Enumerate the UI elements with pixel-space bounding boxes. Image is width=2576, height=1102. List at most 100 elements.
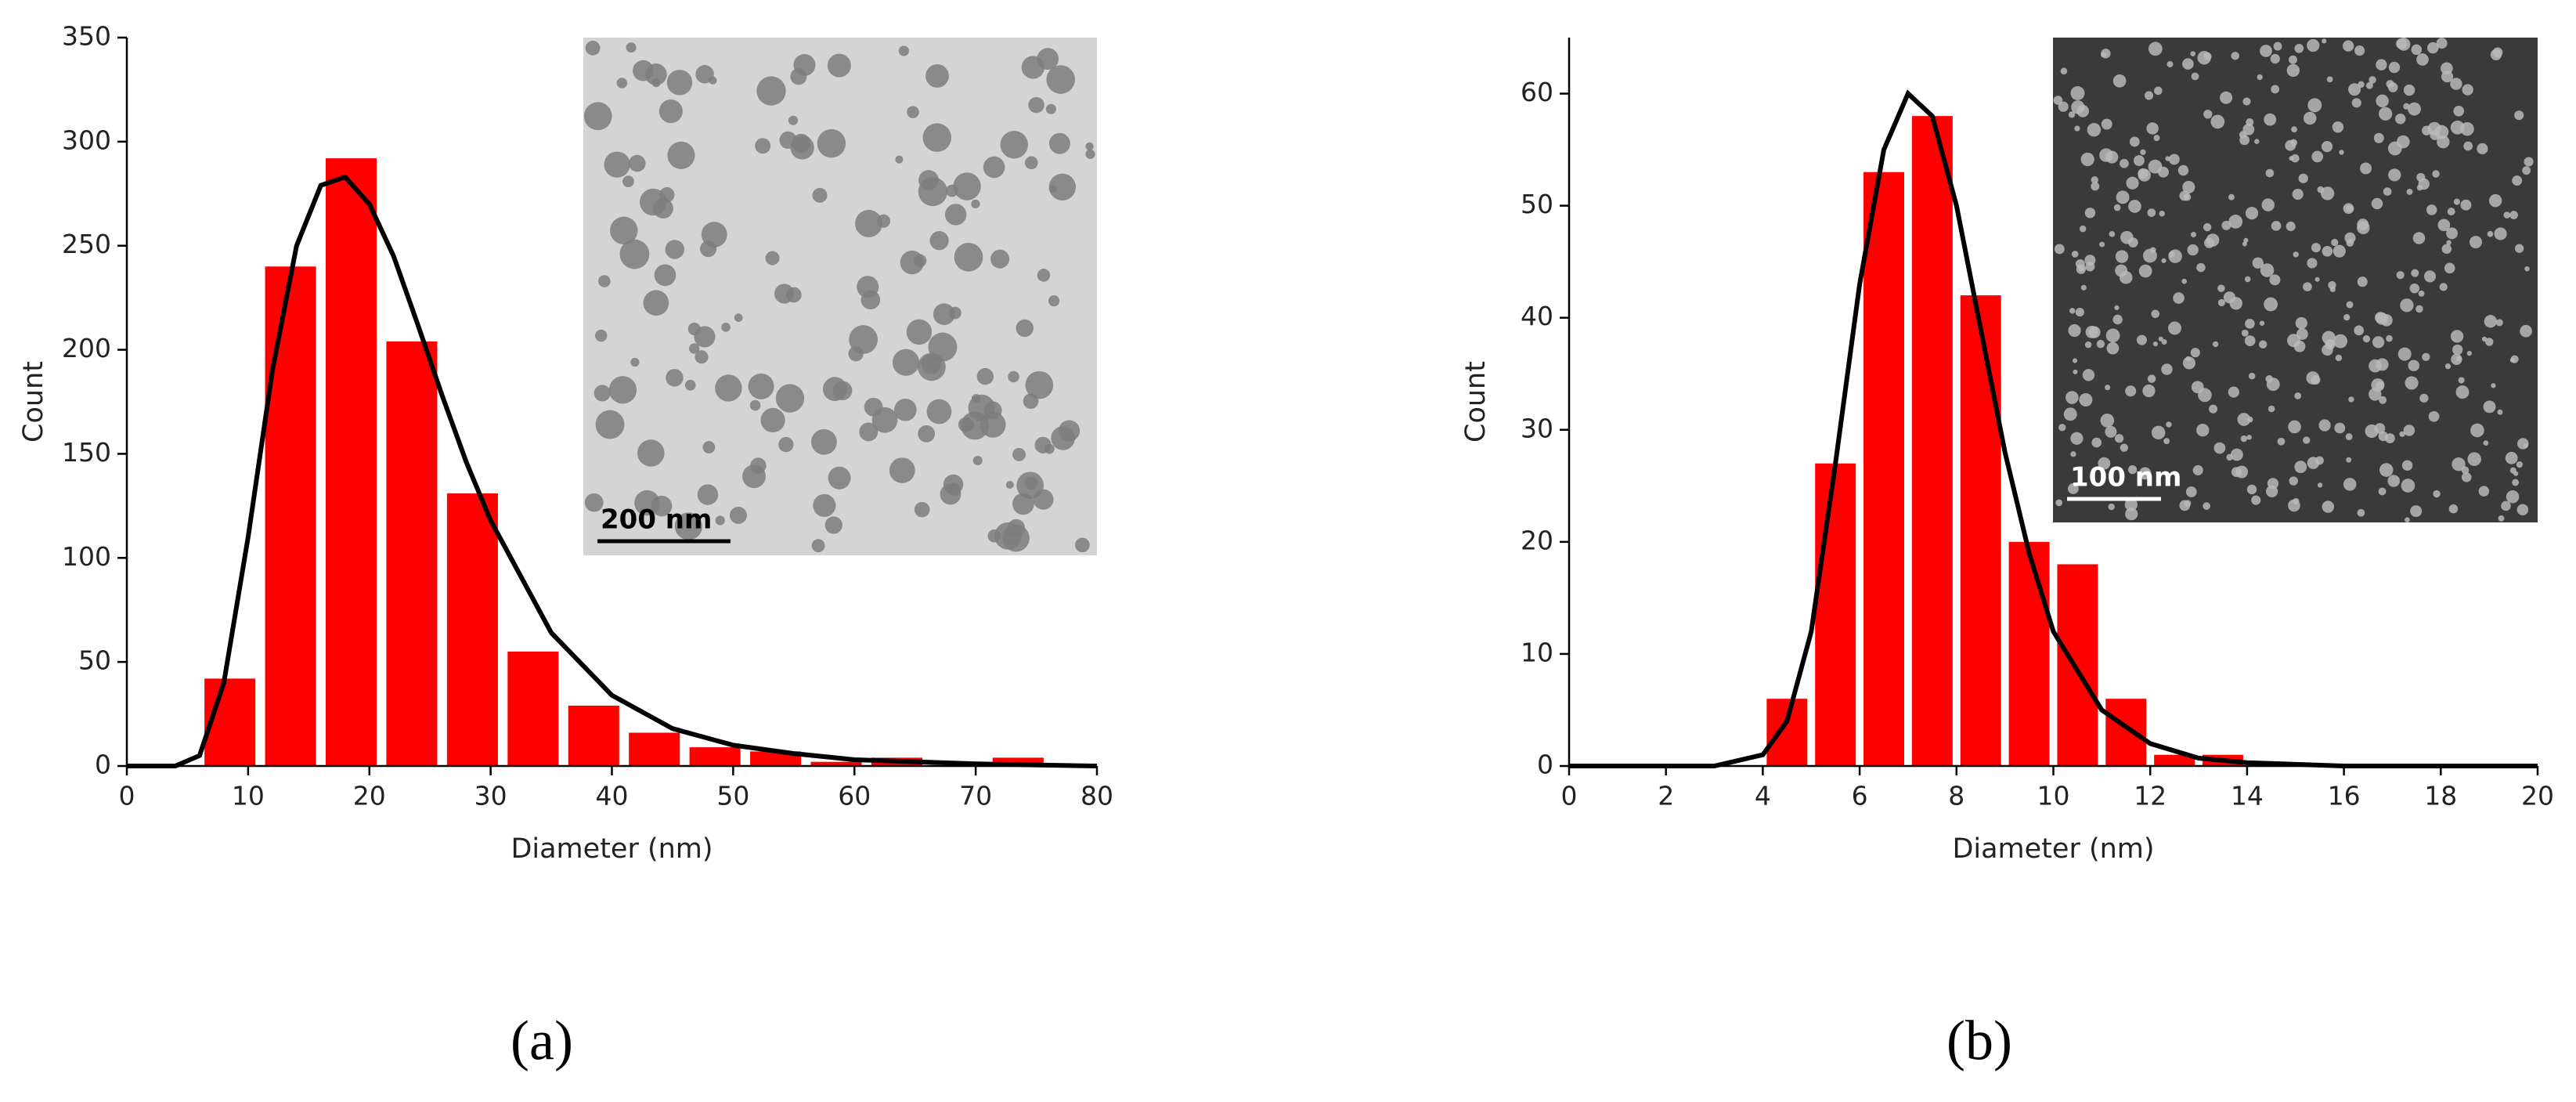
particle (2317, 482, 2323, 488)
particle (2506, 490, 2520, 504)
particle (2142, 384, 2156, 398)
bar (629, 732, 680, 766)
particle (2271, 221, 2282, 231)
particle (2322, 38, 2327, 44)
bar (1911, 116, 1953, 767)
particle (630, 357, 640, 367)
y-tick-label: 20 (1521, 525, 1553, 555)
particle (2070, 86, 2085, 100)
particle (2261, 198, 2275, 211)
x-tick-label: 60 (838, 781, 871, 811)
x-tick-label: 16 (2328, 781, 2361, 811)
particle (918, 177, 947, 207)
particle (2396, 271, 2405, 280)
particle (2510, 355, 2519, 363)
particle (2311, 243, 2321, 253)
particle (2265, 168, 2275, 178)
particle (2437, 219, 2451, 232)
y-tick-label: 30 (1521, 413, 1553, 443)
particle (1075, 537, 1090, 553)
panel-label: (a) (511, 1010, 573, 1072)
particle (2321, 141, 2333, 153)
particle (2348, 396, 2354, 403)
y-axis-title: Count (18, 361, 49, 443)
particle (653, 198, 673, 219)
particle (666, 369, 684, 387)
particle (2288, 420, 2301, 434)
particle (2140, 149, 2146, 155)
particle (2113, 204, 2121, 211)
particle (2264, 113, 2277, 126)
particle (760, 407, 785, 433)
particle (2268, 405, 2275, 413)
particle (702, 441, 716, 453)
particle (2265, 485, 2278, 498)
particle (742, 464, 766, 489)
particle (2173, 292, 2185, 304)
particle (2220, 91, 2233, 104)
particle (944, 204, 967, 226)
particle (2091, 437, 2102, 448)
particle (2165, 156, 2170, 161)
particle (778, 437, 794, 453)
particle (2376, 59, 2387, 70)
x-tick-label: 50 (716, 781, 749, 811)
particle (929, 231, 949, 251)
particle (2127, 464, 2138, 475)
particle (2221, 220, 2231, 230)
particle (2190, 232, 2197, 238)
particle (2408, 360, 2420, 372)
particle (871, 406, 898, 433)
particle (1037, 269, 1051, 282)
particle (2058, 424, 2066, 432)
particle (2514, 110, 2524, 121)
bar (2057, 564, 2098, 766)
particle (700, 240, 717, 258)
particle (2401, 479, 2415, 493)
particle (2063, 407, 2077, 421)
y-tick-label: 50 (78, 645, 111, 676)
particle (2346, 457, 2352, 463)
particle (2399, 431, 2405, 437)
particle (2161, 258, 2167, 263)
particle (2343, 40, 2354, 52)
particle (2286, 221, 2296, 232)
particle (2497, 409, 2503, 415)
particle (2289, 476, 2298, 486)
particle (684, 379, 696, 391)
particle (595, 410, 625, 439)
particle (2242, 241, 2247, 247)
particle (2397, 347, 2412, 361)
particle (2400, 298, 2414, 313)
particle (2388, 168, 2401, 182)
particle (2291, 154, 2300, 163)
particle (1046, 65, 1075, 94)
particle (895, 155, 904, 164)
particle (2231, 52, 2239, 60)
y-tick-label: 0 (95, 750, 111, 780)
y-tick-label: 350 (62, 21, 111, 52)
particle (2177, 164, 2189, 176)
particle (2453, 106, 2465, 117)
particle (2307, 98, 2322, 113)
particle (1024, 156, 1038, 170)
particle (2080, 284, 2087, 291)
bar (810, 761, 862, 766)
particle (2303, 436, 2311, 444)
y-tick-label: 300 (62, 125, 111, 155)
particle (2371, 197, 2383, 210)
particle (2411, 269, 2419, 277)
particle (972, 455, 983, 466)
particle (2168, 321, 2181, 335)
particle (667, 141, 695, 169)
particle (584, 493, 604, 512)
particle (2244, 276, 2251, 283)
particle (2246, 117, 2254, 127)
particle (749, 399, 761, 411)
particle (954, 242, 983, 272)
particle (824, 516, 842, 534)
particle (2395, 114, 2406, 125)
particle (2387, 141, 2402, 156)
particle (2217, 298, 2225, 307)
particle (2491, 383, 2496, 388)
